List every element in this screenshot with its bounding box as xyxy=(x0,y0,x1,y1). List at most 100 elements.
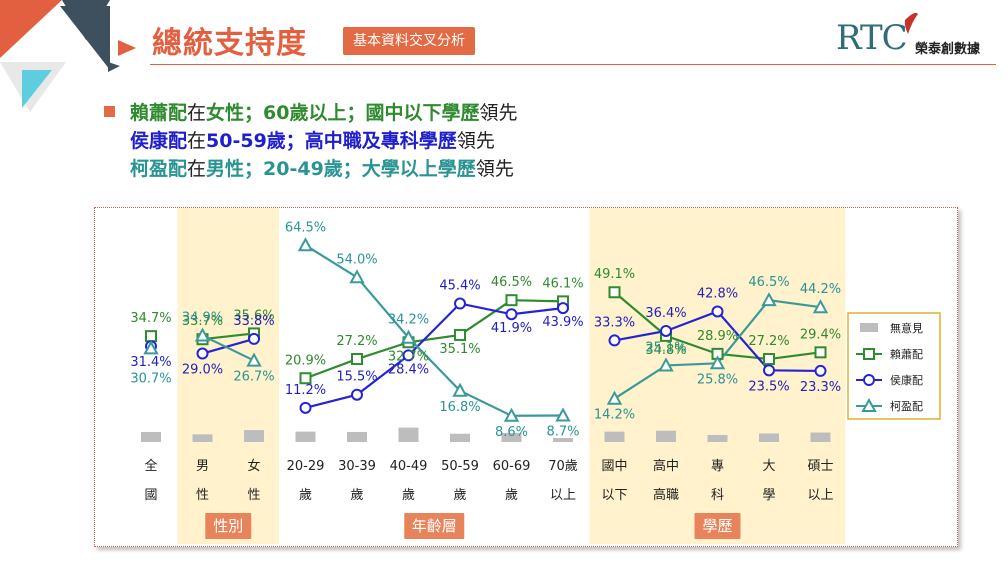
line-point xyxy=(503,407,520,422)
data-label: 26.7% xyxy=(233,370,274,385)
no-opinion-bar xyxy=(398,427,419,442)
category-label: 高中 xyxy=(653,458,679,474)
line-point xyxy=(194,327,211,342)
line-point xyxy=(763,364,775,377)
category-label: 學 xyxy=(762,488,775,503)
category-label: 歲 xyxy=(453,488,466,503)
group-band-1 xyxy=(589,208,846,544)
data-label: 49.1% xyxy=(594,267,635,282)
line-point xyxy=(814,364,827,377)
line-point xyxy=(505,294,518,307)
line-point xyxy=(297,237,314,252)
legend-label: 柯盈配 xyxy=(890,400,923,413)
series-line xyxy=(202,332,255,341)
legend-label: 無意見 xyxy=(890,321,923,335)
finding-text: 領先 xyxy=(456,130,495,152)
series-line xyxy=(305,302,564,409)
legend-swatch xyxy=(860,323,878,332)
series-line xyxy=(305,299,564,380)
category-label: 國中 xyxy=(601,459,627,474)
data-label: 16.8% xyxy=(439,400,480,415)
data-label: 20.9% xyxy=(285,353,326,368)
line-point xyxy=(299,401,312,414)
category-label: 歲 xyxy=(350,488,363,503)
line-point xyxy=(454,328,466,341)
no-opinion-bar xyxy=(553,438,573,442)
line-point xyxy=(248,332,260,345)
line-point xyxy=(863,374,875,386)
logo-text: RTC xyxy=(836,18,908,58)
line-point xyxy=(658,357,674,372)
category-label: 男 xyxy=(196,459,209,474)
data-label: 25.1% xyxy=(645,340,686,355)
line-point xyxy=(555,407,571,422)
data-label: 34.8% xyxy=(645,343,686,358)
logo: RTC xyxy=(836,18,908,58)
data-label: 46.5% xyxy=(491,275,532,290)
data-label: 45.4% xyxy=(439,279,480,294)
finding-text: 領先 xyxy=(475,158,514,180)
group-band-0 xyxy=(177,208,279,544)
data-label: 42.8% xyxy=(697,286,738,301)
series-line xyxy=(202,334,255,362)
no-opinion-bar xyxy=(707,434,728,442)
category-label: 性 xyxy=(196,488,209,503)
line-point xyxy=(402,349,415,362)
data-label: 44.2% xyxy=(800,282,841,297)
line-point xyxy=(608,286,621,299)
category-label: 50-59 xyxy=(441,459,479,474)
finding-text: 女性；60歲以上；國中以下學歷 xyxy=(206,102,480,124)
line-point xyxy=(709,355,726,370)
finding-text: 在 xyxy=(187,158,207,180)
no-opinion-bar xyxy=(656,430,676,442)
finding-text: 50-59歲；高中職及專科學歷 xyxy=(206,130,457,152)
data-label: 64.5% xyxy=(285,220,326,235)
finding-text: 領先 xyxy=(479,102,518,124)
data-label: 15.5% xyxy=(336,370,377,385)
category-label: 全 xyxy=(144,458,157,474)
no-opinion-bar xyxy=(244,430,264,442)
data-label: 33.8% xyxy=(233,314,274,329)
category-label: 高職 xyxy=(653,487,679,503)
group-label: 性別 xyxy=(213,517,243,535)
group-label: 年齡層 xyxy=(412,517,457,535)
line-point xyxy=(351,353,363,366)
group-label-box xyxy=(205,513,252,539)
finding-text: 柯盈配 xyxy=(130,158,188,180)
no-opinion-bar xyxy=(501,432,522,442)
data-label: 35.1% xyxy=(439,342,480,357)
group-label: 學歷 xyxy=(702,517,732,535)
line-point xyxy=(299,372,312,385)
line-point xyxy=(863,348,875,360)
line-point xyxy=(349,269,365,284)
data-label: 27.2% xyxy=(748,334,789,349)
line-point xyxy=(196,347,209,360)
data-label: 35.6% xyxy=(233,308,274,323)
bullet-marker xyxy=(104,106,115,117)
data-label: 33.3% xyxy=(594,315,635,330)
key-findings: 賴蕭配在女性；60歲以上；國中以下學歷領先 侯康配在50-59歲；高中職及專科學歷… xyxy=(104,99,518,183)
line-point xyxy=(763,353,775,366)
line-point xyxy=(761,292,777,307)
header-rule xyxy=(150,64,996,65)
corner-decoration xyxy=(0,0,136,112)
category-label: 60-69 xyxy=(493,459,531,474)
category-label: 歲 xyxy=(299,488,312,503)
data-label: 11.2% xyxy=(285,383,326,398)
category-label: 20-29 xyxy=(287,459,325,474)
category-label: 性 xyxy=(247,488,260,503)
no-opinion-bar xyxy=(192,434,213,442)
category-label: 30-39 xyxy=(338,459,376,474)
data-label: 43.9% xyxy=(542,315,583,330)
data-label: 23.5% xyxy=(748,379,789,394)
category-label: 專 xyxy=(711,459,724,474)
series-line xyxy=(202,337,255,355)
finding-line-3: 柯盈配在男性；20-49歲；大學以上學歷領先 xyxy=(130,155,518,183)
group-label-box xyxy=(694,513,741,539)
data-label: 27.2% xyxy=(336,334,377,349)
line-point xyxy=(143,340,159,355)
data-label: 46.5% xyxy=(748,275,789,290)
line-point xyxy=(246,352,262,367)
legend-label: 賴蕭配 xyxy=(890,347,923,361)
